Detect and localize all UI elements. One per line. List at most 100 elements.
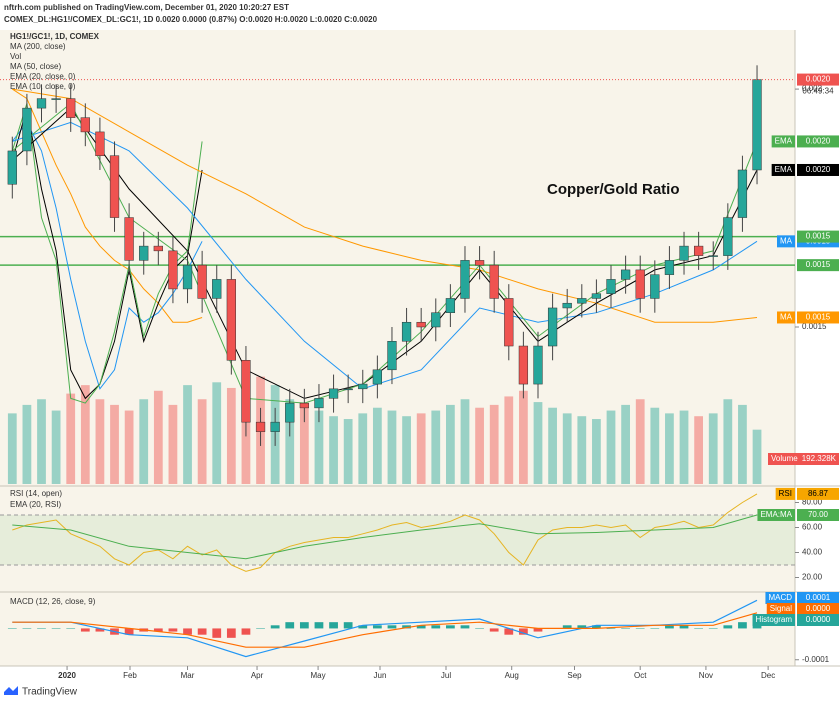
x-tick-label: Aug bbox=[505, 671, 519, 680]
price-tag-label: 0.0000 bbox=[806, 615, 831, 624]
plot-background bbox=[0, 30, 795, 666]
volume-tag bbox=[768, 453, 839, 465]
volume-bar bbox=[358, 413, 368, 484]
candle-body bbox=[445, 298, 456, 313]
price-tag bbox=[797, 259, 839, 272]
volume-bar bbox=[650, 407, 660, 484]
candle-body bbox=[533, 345, 543, 385]
candle-body bbox=[416, 321, 426, 328]
histogram-bar bbox=[22, 628, 32, 629]
price-tag-name: EMA bbox=[775, 137, 793, 146]
volume-bar bbox=[665, 413, 674, 484]
volume-bar bbox=[694, 416, 704, 484]
histogram-bar bbox=[431, 625, 441, 629]
volume-bar bbox=[621, 404, 630, 484]
volume-bar bbox=[562, 413, 572, 484]
histogram-bar bbox=[606, 628, 616, 629]
y-tick-label: 20.00 bbox=[802, 573, 823, 582]
volume-bar bbox=[387, 410, 397, 484]
price-tag bbox=[797, 163, 839, 176]
candle-body bbox=[635, 269, 645, 299]
ma-line bbox=[12, 88, 203, 323]
price-tag-name-box bbox=[777, 311, 795, 324]
x-tick-label: Jun bbox=[374, 671, 387, 680]
price-tag-label: 0.0020 bbox=[806, 165, 831, 174]
price-tag-name: RSI bbox=[779, 489, 792, 498]
candle-body bbox=[36, 98, 47, 109]
price-tag-name-box bbox=[752, 614, 795, 626]
volume-bar bbox=[139, 399, 149, 484]
price-tag bbox=[797, 603, 839, 615]
x-tick-label: Nov bbox=[699, 671, 713, 680]
x-tick-label: Jul bbox=[441, 671, 451, 680]
x-tick-label: Sep bbox=[567, 671, 582, 680]
histogram-bar bbox=[650, 628, 660, 629]
legend-entry: MACD (12, 26, close, 9) bbox=[10, 597, 96, 606]
histogram-bar bbox=[679, 625, 689, 629]
price-tag-name-box bbox=[777, 235, 795, 248]
legend-entry: HG1!/GC1!, 1D, COMEX bbox=[10, 32, 100, 41]
macd-line bbox=[12, 612, 758, 648]
symbol-line: COMEX_DL:HG1!/COMEX_DL:GC1!, 1D 0.0020 0… bbox=[4, 15, 378, 24]
histogram-bar bbox=[387, 625, 397, 629]
candle-body bbox=[51, 98, 61, 100]
volume-bar bbox=[226, 387, 236, 484]
countdown: 06:49:34 bbox=[802, 87, 834, 96]
price-tag-label: 0.0020 bbox=[806, 75, 831, 84]
volume-bar bbox=[124, 410, 134, 484]
price-tag bbox=[797, 73, 839, 86]
histogram-bar bbox=[51, 628, 61, 629]
candle-body bbox=[693, 245, 704, 256]
candle-body bbox=[139, 245, 149, 261]
price-tag-name-box bbox=[757, 509, 795, 521]
legend-entry: EMA (10, close, 0) bbox=[10, 82, 76, 91]
rsi-band bbox=[0, 515, 795, 565]
price-tag-name: Histogram bbox=[756, 615, 793, 624]
candle-body bbox=[752, 79, 762, 171]
candle-body bbox=[358, 383, 368, 390]
price-tag bbox=[797, 230, 839, 243]
price-tag-name-box bbox=[766, 603, 795, 615]
candle-body bbox=[255, 421, 266, 432]
candle-body bbox=[328, 388, 339, 399]
price-tag bbox=[797, 487, 839, 500]
candle-body bbox=[387, 341, 397, 371]
price-tag-label: 0.0015 bbox=[806, 260, 831, 269]
y-tick-label: 80.00 bbox=[802, 498, 823, 507]
y-tick-label: 0.002 bbox=[802, 84, 823, 93]
candle-body bbox=[679, 245, 689, 261]
candle-body bbox=[314, 398, 324, 409]
histogram-bar bbox=[416, 625, 426, 629]
histogram-bar bbox=[153, 628, 163, 632]
candle-body bbox=[708, 255, 718, 257]
histogram-bar bbox=[329, 622, 338, 629]
candle-body bbox=[664, 260, 675, 275]
price-tag-label: 0.0000 bbox=[806, 604, 831, 613]
candle-body bbox=[474, 260, 485, 266]
price-tag bbox=[797, 135, 839, 148]
histogram-bar bbox=[723, 625, 733, 629]
volume-bar bbox=[343, 419, 353, 484]
volume-bar bbox=[679, 410, 689, 484]
candle-body bbox=[431, 312, 441, 328]
volume-bar bbox=[723, 399, 733, 484]
footer: TradingView bbox=[22, 687, 78, 698]
candle-body bbox=[22, 107, 32, 152]
histogram-bar bbox=[694, 628, 704, 629]
volume-bar bbox=[577, 416, 587, 484]
price-tag-name-box bbox=[765, 592, 795, 604]
candle-body bbox=[226, 279, 236, 361]
candle-body bbox=[168, 250, 178, 290]
histogram-bar bbox=[475, 628, 484, 629]
volume-bar bbox=[445, 404, 455, 484]
volume-bar bbox=[183, 385, 192, 484]
ma-line bbox=[12, 88, 758, 323]
volume-bar bbox=[37, 399, 46, 484]
price-tag-name: MA bbox=[780, 313, 793, 322]
histogram-bar bbox=[37, 628, 46, 629]
volume-tag-label: 192.328K bbox=[802, 454, 837, 463]
histogram-bar bbox=[460, 625, 470, 629]
y-tick-label: -0.0001 bbox=[802, 655, 830, 664]
